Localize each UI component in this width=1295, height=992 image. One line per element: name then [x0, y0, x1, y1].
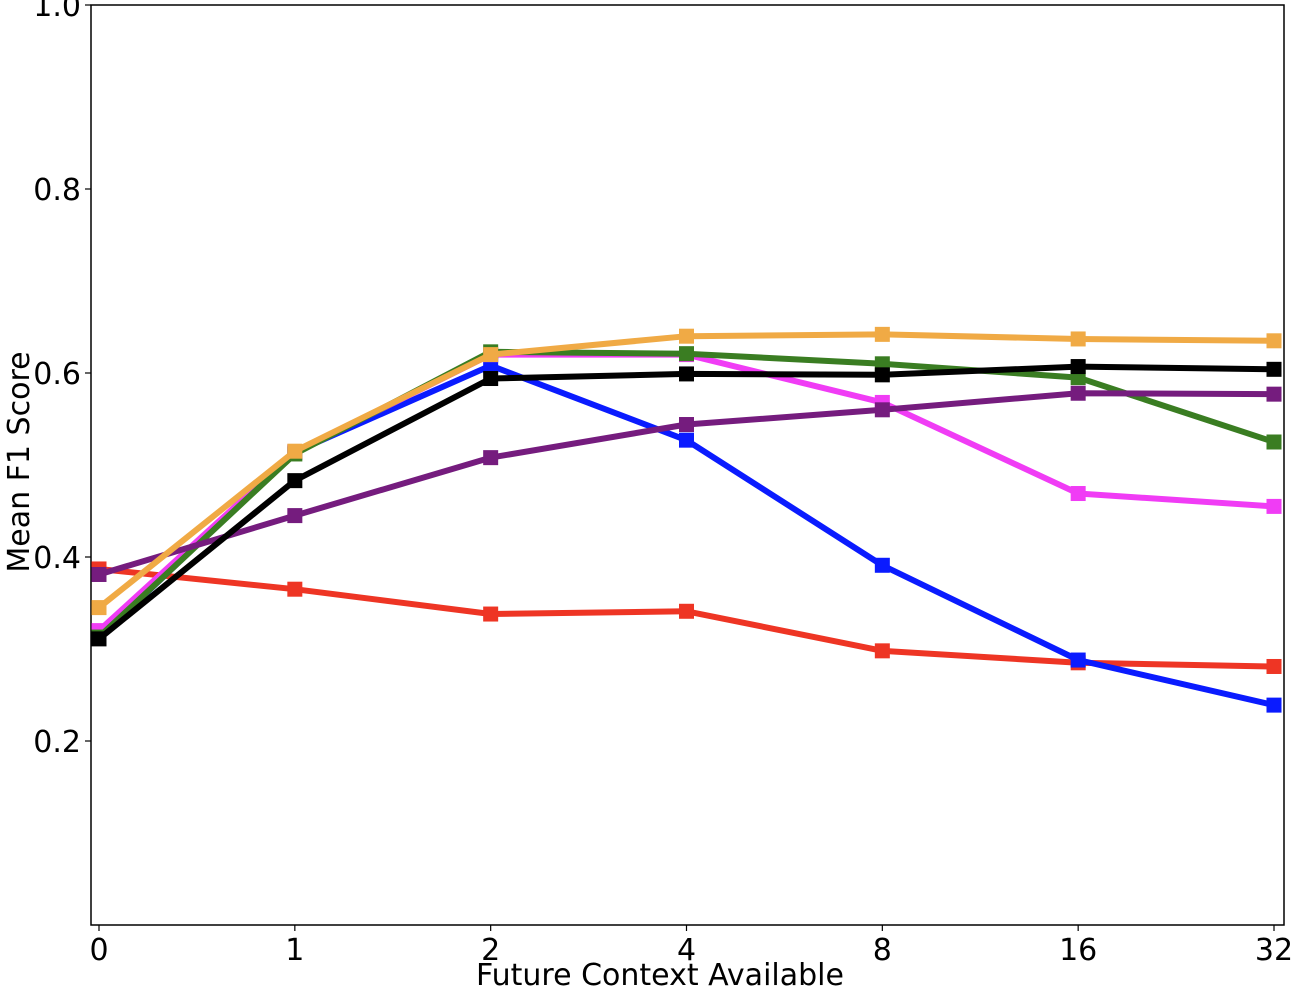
x-tick-label: 1 — [285, 933, 304, 968]
data-point-black — [287, 473, 303, 489]
y-tick-label: 0.6 — [33, 357, 81, 392]
y-tick-label: 0.2 — [33, 725, 81, 760]
data-point-purple — [91, 566, 107, 582]
data-point-black — [1070, 359, 1086, 375]
x-axis-ticks: 0 1 2 4 8 16 32 — [89, 925, 1293, 968]
data-point-blue — [679, 432, 694, 448]
x-tick-label: 2 — [481, 933, 500, 968]
x-tick-label: 4 — [677, 933, 696, 968]
data-point-orange — [91, 600, 107, 616]
data-point-blue — [1266, 697, 1282, 713]
series-red — [91, 561, 1282, 674]
x-tick-label: 0 — [89, 933, 108, 968]
series-orange — [91, 326, 1282, 616]
data-point-magenta — [1070, 486, 1086, 502]
y-axis-ticks: 0.2 0.4 0.6 0.8 1.0 — [33, 0, 91, 760]
data-point-black — [91, 631, 107, 647]
series-black — [91, 359, 1282, 647]
series-line-blue — [96, 362, 1277, 709]
y-axis-label: Mean F1 Score — [2, 351, 37, 572]
data-point-black — [483, 371, 499, 387]
data-point-red — [287, 581, 303, 597]
data-point-black — [679, 366, 694, 382]
x-tick-label: 32 — [1255, 933, 1293, 968]
data-point-magenta — [1266, 498, 1282, 514]
data-point-red — [483, 606, 499, 622]
series-purple — [91, 385, 1282, 582]
series-line-black — [96, 363, 1277, 642]
data-point-orange — [287, 443, 303, 459]
data-point-blue — [874, 557, 890, 573]
data-point-orange — [1266, 333, 1282, 349]
data-point-purple — [483, 450, 499, 466]
data-point-green — [1266, 434, 1282, 450]
x-tick-label: 16 — [1059, 933, 1097, 968]
data-point-red — [874, 643, 890, 659]
y-tick-label: 0.8 — [33, 173, 81, 208]
data-point-purple — [1070, 385, 1086, 401]
data-point-orange — [483, 347, 499, 363]
data-point-red — [1266, 658, 1282, 674]
data-point-purple — [1266, 386, 1282, 402]
y-tick-label: 1.0 — [33, 0, 81, 24]
data-point-orange — [874, 326, 890, 342]
data-point-black — [874, 367, 890, 383]
data-point-purple — [874, 402, 890, 418]
data-point-orange — [679, 328, 694, 344]
data-point-purple — [679, 417, 694, 433]
data-point-orange — [1070, 331, 1086, 347]
data-point-black — [1266, 361, 1282, 377]
data-point-purple — [287, 508, 303, 524]
series-blue — [91, 358, 1282, 713]
series-group — [91, 326, 1282, 713]
data-point-red — [679, 603, 694, 619]
data-point-green — [679, 346, 694, 362]
x-axis-label: Future Context Available — [476, 958, 844, 992]
x-tick-label: 8 — [873, 933, 892, 968]
data-point-blue — [1070, 652, 1086, 668]
y-tick-label: 0.4 — [33, 541, 81, 576]
plot-frame — [90, 4, 1285, 926]
